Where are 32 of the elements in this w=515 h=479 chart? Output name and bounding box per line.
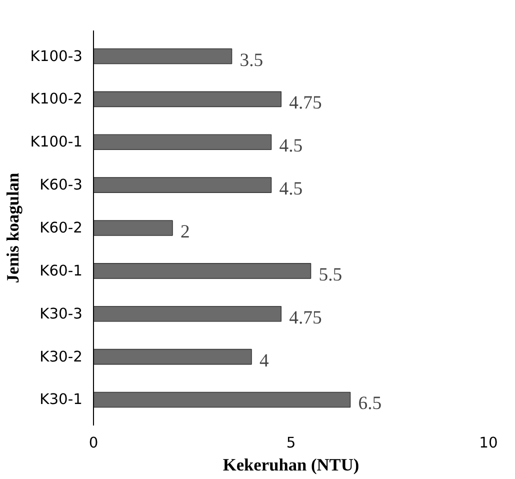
y-tick-label: K60-3 [40,176,82,194]
data-label: 4.5 [279,178,303,200]
y-tick-label: K30-1 [40,391,82,408]
data-label: 6.5 [358,393,382,414]
x-tick-label: 10 [479,434,498,452]
y-tick-label: K100-3 [30,48,83,65]
bar [94,306,282,322]
x-tick-label: 5 [286,434,296,452]
data-label: 4.75 [289,92,322,114]
bar [94,177,272,193]
data-label: 4 [260,350,270,372]
y-tick-label: K60-2 [40,220,82,236]
x-tick-label: 0 [88,434,98,452]
bar [94,91,282,108]
y-tick-label: K60-1 [40,262,82,280]
y-tick-label: K30-2 [40,348,82,366]
data-label: 4.75 [289,307,322,328]
bar [94,263,312,279]
y-tick-label: K30-3 [40,305,82,322]
y-axis-title: Jenis koagulan [3,172,22,284]
bar [94,392,351,408]
data-label: 2 [180,222,190,242]
bar [94,348,252,365]
data-label: 5.5 [318,264,342,286]
bar [94,134,272,150]
y-tick-label: K100-1 [30,134,83,151]
x-axis-title: Kekeruhan (NTU) [222,456,360,474]
bar [94,48,232,64]
bar [94,220,173,236]
data-label: 3.5 [240,50,264,71]
data-label: 4.5 [279,136,303,157]
y-tick-label: K100-2 [30,90,83,108]
